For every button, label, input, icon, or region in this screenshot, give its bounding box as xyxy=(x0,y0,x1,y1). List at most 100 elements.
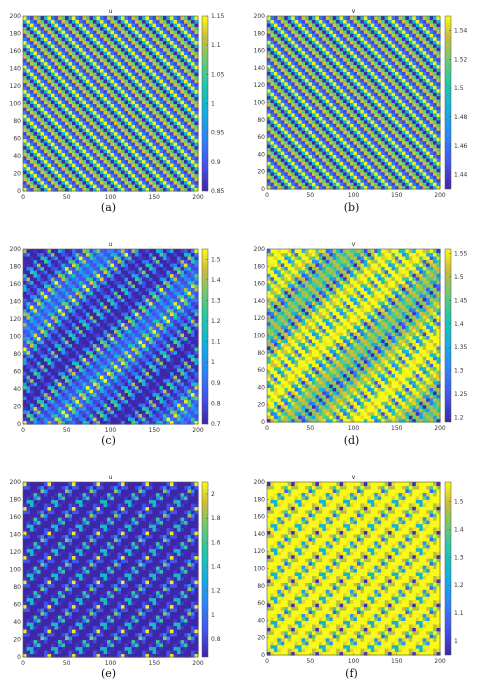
heatmap-cell xyxy=(145,107,150,112)
heatmap-cell xyxy=(405,29,410,34)
heatmap-cell xyxy=(93,180,98,185)
heatmap-cell xyxy=(65,40,70,45)
heatmap-cell xyxy=(284,74,289,79)
heatmap-cell xyxy=(30,37,35,42)
heatmap-cell xyxy=(298,81,303,86)
heatmap-cell xyxy=(128,72,133,77)
heatmap-cell xyxy=(26,93,31,98)
heatmap-cell xyxy=(33,96,38,101)
heatmap-cell xyxy=(180,30,185,35)
heatmap-cell xyxy=(138,100,143,105)
heatmap-cell xyxy=(89,26,94,31)
heatmap-cell xyxy=(336,71,341,76)
heatmap-cell xyxy=(33,37,38,42)
heatmap-cell xyxy=(110,96,115,101)
heatmap-cell xyxy=(391,105,396,111)
heatmap-cell xyxy=(370,85,375,90)
heatmap-cell xyxy=(177,79,182,84)
heatmap-cell xyxy=(75,23,80,28)
heatmap-cell xyxy=(429,119,434,124)
heatmap-cell xyxy=(415,19,420,24)
heatmap-cell xyxy=(54,110,59,115)
heatmap-cell xyxy=(308,171,313,176)
heatmap-cell xyxy=(40,184,45,189)
heatmap-cell xyxy=(422,57,427,62)
heatmap-cell xyxy=(79,26,84,31)
heatmap-cell xyxy=(103,37,108,42)
heatmap-cell xyxy=(117,177,122,182)
heatmap-cell xyxy=(401,119,406,124)
heatmap-cell xyxy=(23,131,28,136)
heatmap-cell xyxy=(191,114,196,119)
heatmap-cell xyxy=(156,152,161,157)
heatmap-cell xyxy=(79,184,84,189)
heatmap-cell xyxy=(184,47,189,52)
heatmap-cell xyxy=(384,26,389,31)
heatmap-cell xyxy=(86,86,91,91)
heatmap-cell xyxy=(325,102,330,107)
heatmap-cell xyxy=(311,43,317,48)
heatmap-cell xyxy=(415,36,420,41)
heatmap-cell xyxy=(280,54,285,59)
heatmap-cell xyxy=(426,85,431,90)
heatmap-cell xyxy=(412,71,417,76)
heatmap-cell xyxy=(280,36,285,41)
heatmap-cell xyxy=(170,138,175,143)
heatmap-cell xyxy=(415,99,420,104)
heatmap-cell xyxy=(339,182,344,187)
heatmap-cell xyxy=(187,124,192,129)
heatmap-cell xyxy=(384,140,389,145)
heatmap-cell xyxy=(184,86,189,91)
heatmap-cell xyxy=(163,19,168,24)
heatmap-cell xyxy=(68,40,73,45)
heatmap-cell xyxy=(291,74,296,79)
heatmap-cell xyxy=(47,51,52,56)
heatmap-cell xyxy=(377,123,382,128)
heatmap-cell xyxy=(75,145,80,150)
heatmap-cell xyxy=(294,64,299,69)
heatmap-cell xyxy=(408,99,413,104)
heatmap-cell xyxy=(370,168,375,173)
heatmap-cell xyxy=(284,161,289,166)
heatmap-cell xyxy=(145,65,150,70)
heatmap-cell xyxy=(163,72,168,77)
heatmap-cell xyxy=(65,121,70,126)
heatmap-cell xyxy=(163,180,168,185)
heatmap-cell xyxy=(305,126,310,131)
heatmap-cell xyxy=(184,149,189,154)
heatmap-cell xyxy=(40,117,45,122)
heatmap-cell xyxy=(26,145,31,150)
heatmap-cell xyxy=(177,170,182,175)
heatmap-cell xyxy=(184,54,189,59)
heatmap-cell xyxy=(40,96,45,101)
heatmap-cell xyxy=(86,96,91,101)
heatmap-cell xyxy=(343,161,348,166)
heatmap-cell xyxy=(159,40,164,45)
heatmap-cell xyxy=(194,72,199,77)
heatmap-cell xyxy=(308,99,313,104)
heatmap-cell xyxy=(30,121,35,126)
heatmap-cell xyxy=(58,131,63,136)
heatmap-cell xyxy=(422,99,427,104)
heatmap-cell xyxy=(37,58,42,63)
heatmap-cell xyxy=(325,40,330,45)
heatmap-cell xyxy=(191,145,196,150)
heatmap-cell xyxy=(86,68,91,73)
heatmap-cell xyxy=(47,79,52,84)
heatmap-cell xyxy=(388,123,393,128)
heatmap-cell xyxy=(356,99,362,104)
heatmap-cell xyxy=(426,36,431,41)
heatmap-cell xyxy=(391,133,396,138)
heatmap-cell xyxy=(287,140,292,145)
heatmap-cell xyxy=(40,89,45,94)
heatmap-cell xyxy=(166,187,171,192)
heatmap-cell xyxy=(291,19,296,24)
heatmap-cell xyxy=(180,184,185,189)
heatmap-cell xyxy=(336,161,341,166)
heatmap-cell xyxy=(343,126,348,131)
heatmap-cell xyxy=(30,93,35,98)
heatmap-cell xyxy=(408,71,413,76)
heatmap-cell xyxy=(159,128,164,133)
heatmap-cell xyxy=(54,68,59,73)
